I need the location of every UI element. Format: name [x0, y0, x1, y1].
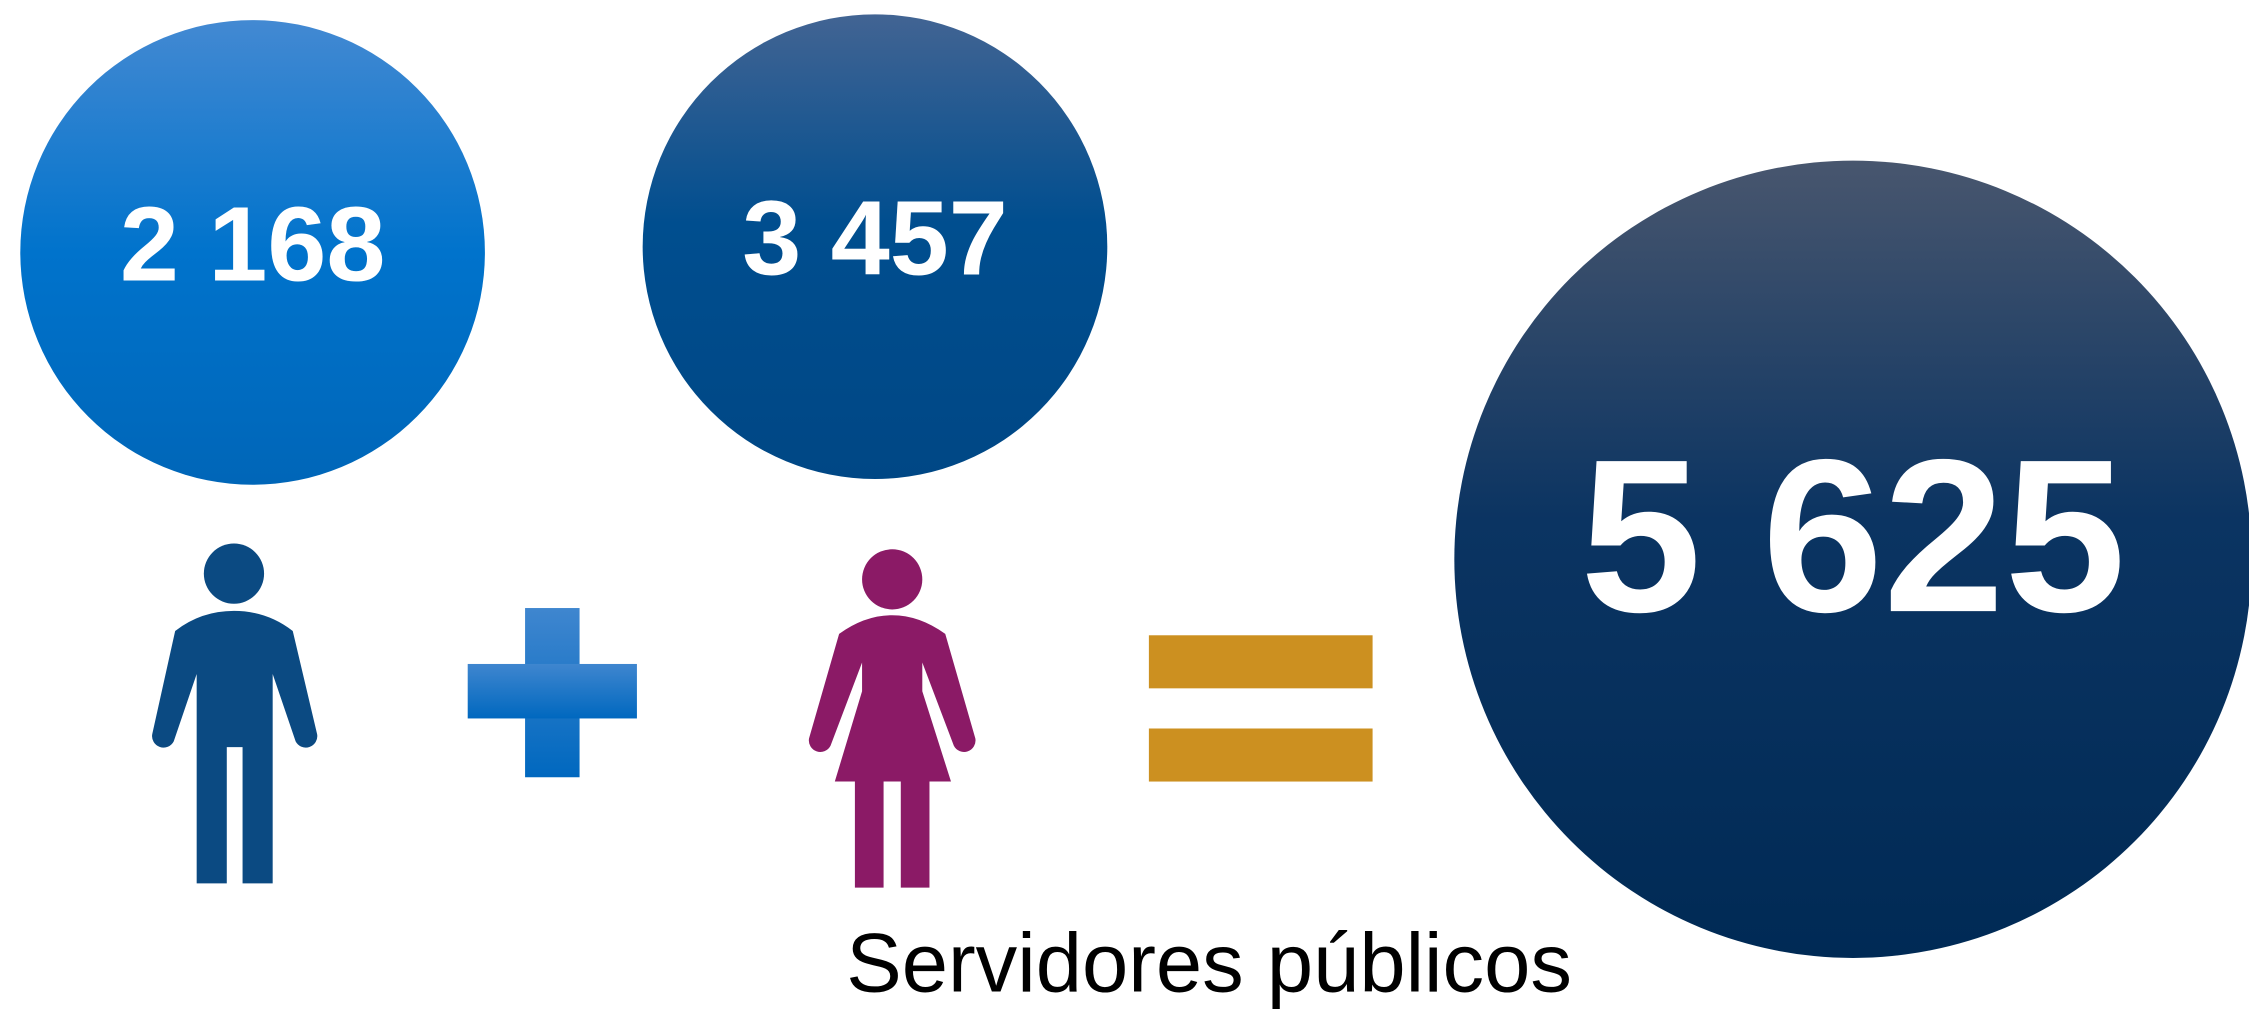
man-icon	[152, 543, 318, 884]
woman-icon	[808, 549, 976, 888]
men-circle	[20, 20, 485, 485]
total-count: 5 625	[1580, 415, 2125, 658]
plus-sign	[467, 608, 637, 778]
women-circle	[642, 14, 1108, 479]
women-count: 3 457	[742, 180, 1008, 298]
equals-sign	[1148, 635, 1373, 782]
caption: Servidores públicos	[846, 916, 1572, 1009]
men-count: 2 168	[120, 185, 386, 303]
total-circle	[1454, 160, 2249, 958]
